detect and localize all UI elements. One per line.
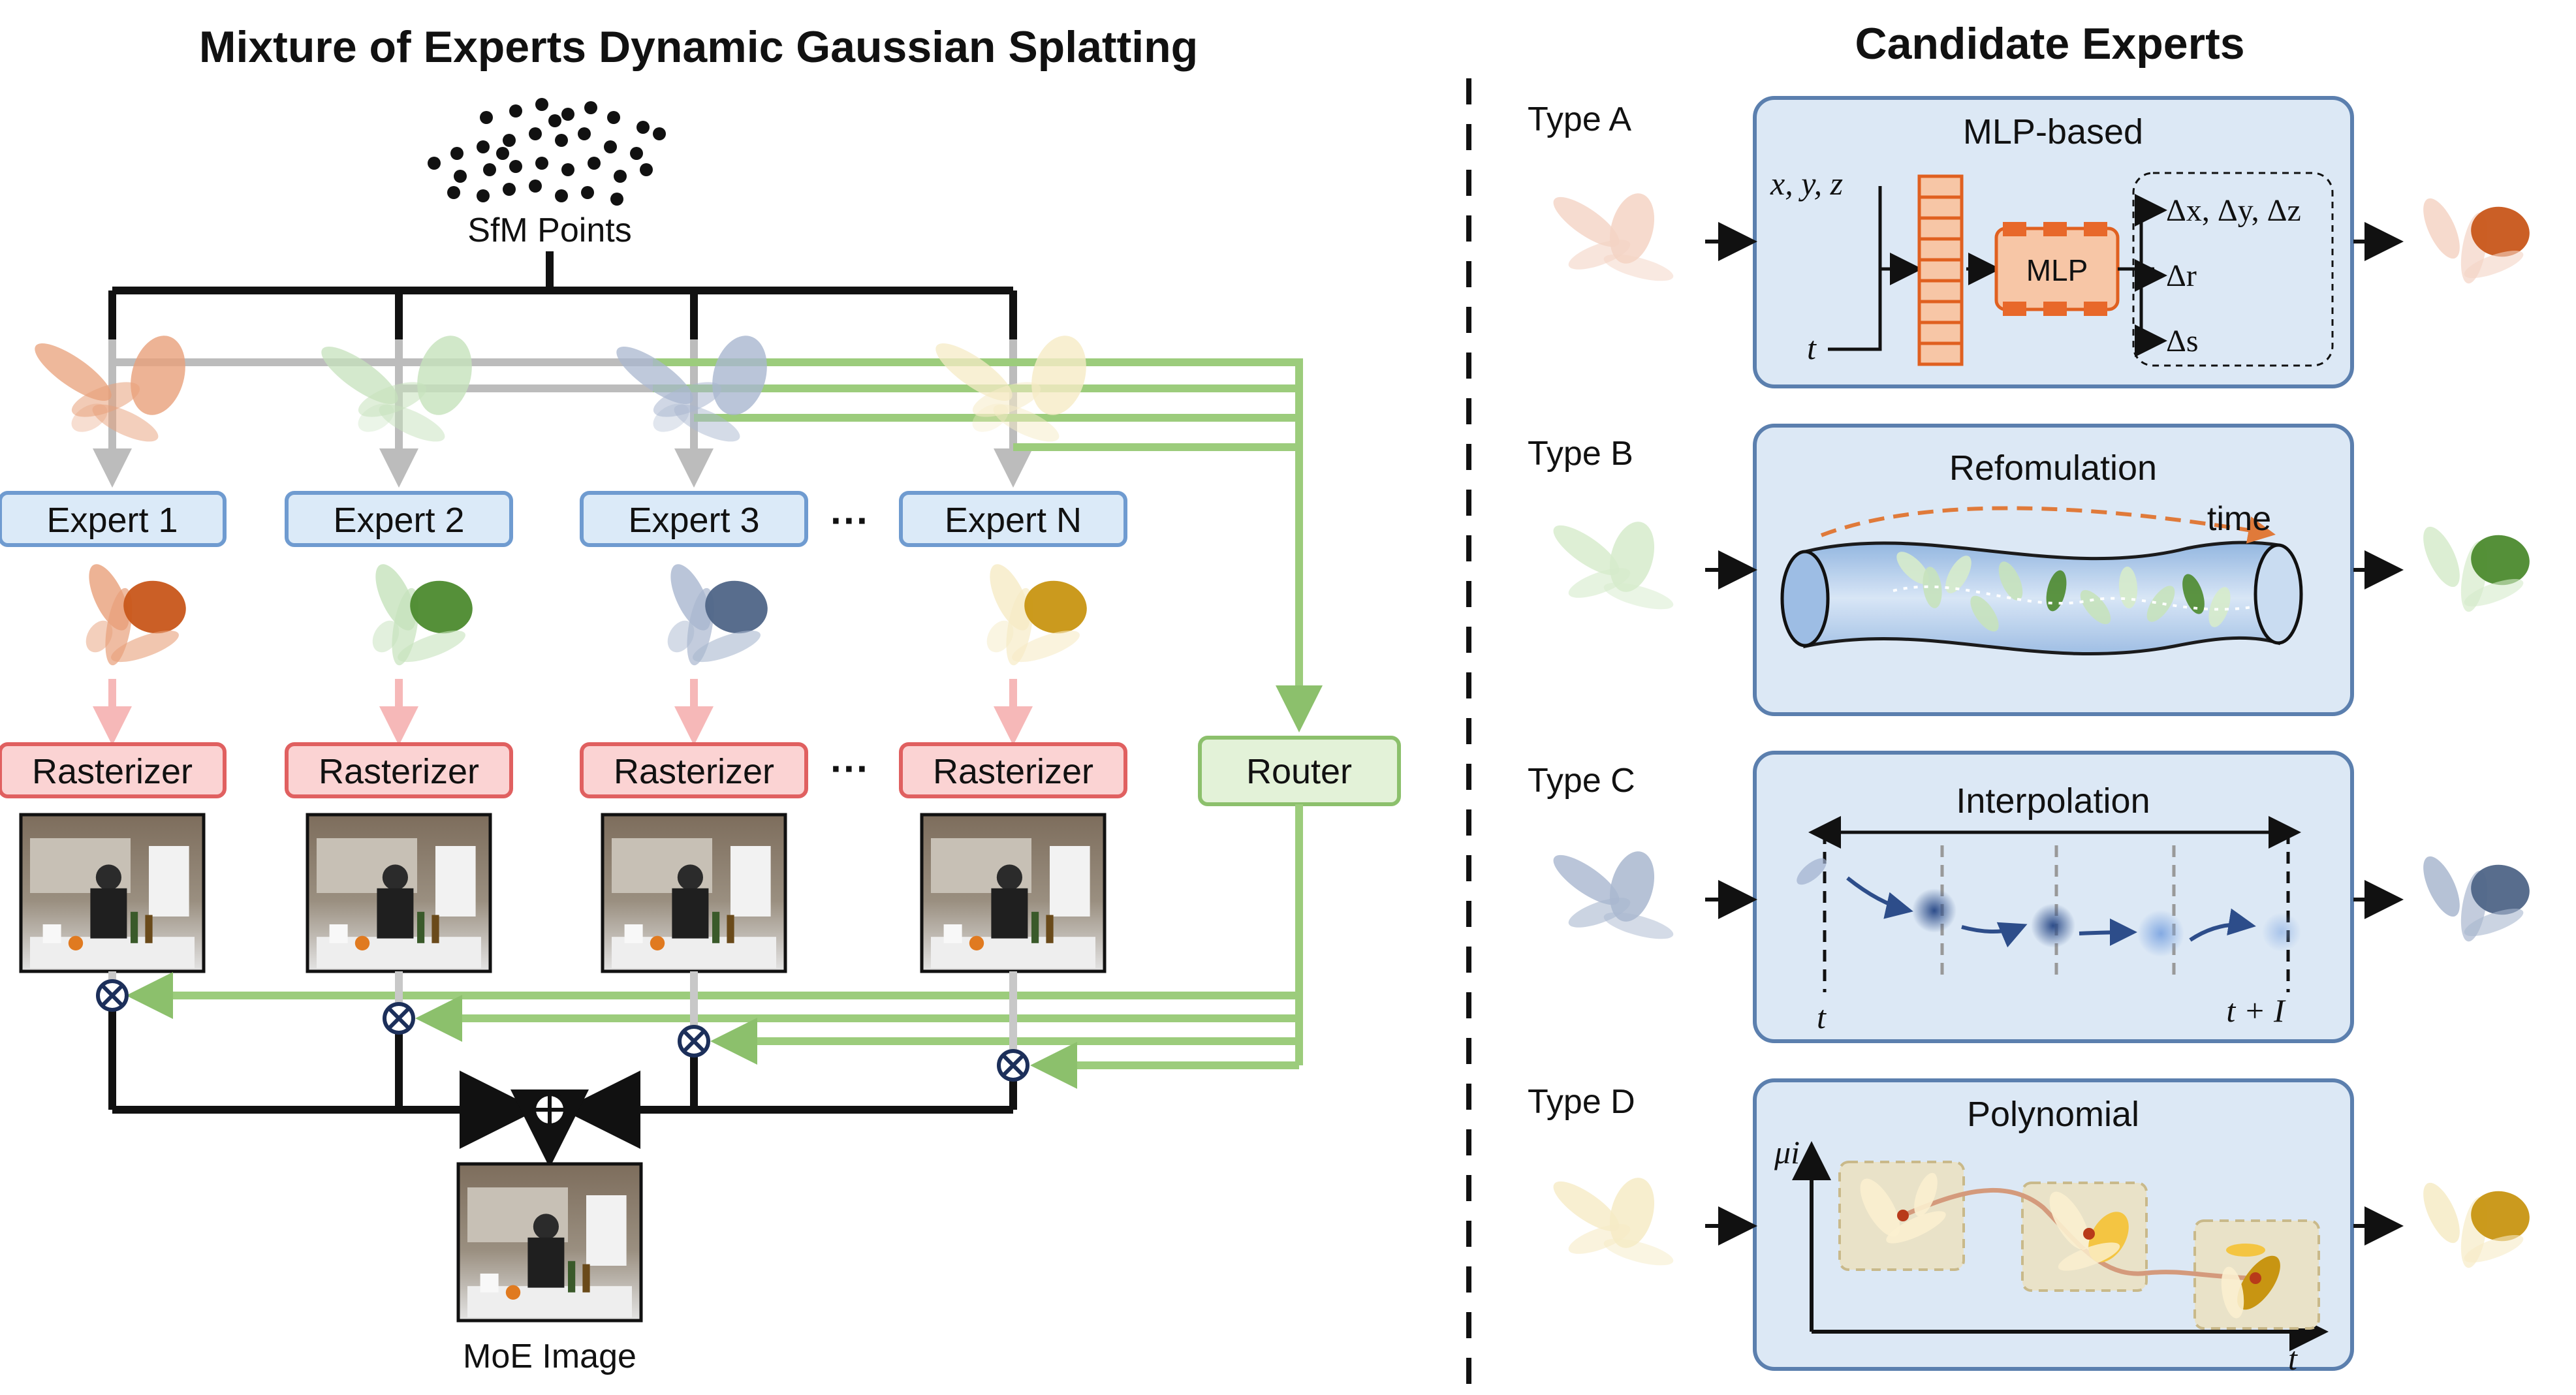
expert-label-4: Expert N [945,501,1082,540]
type-d-x-axis-label: t [2288,1340,2298,1377]
type-d-title: Polynomial [1967,1095,2139,1134]
deformed-gaussian-1 [80,559,190,668]
type-c-title: Interpolation [1956,781,2150,821]
type-b-time-label: time [2207,500,2271,538]
rasterizer-box-2: Rasterizer [287,744,511,796]
multiply-icon-4 [999,1051,1028,1080]
rasterizer-feed-lines [112,679,1013,738]
expert-box-3: Expert 3 [582,493,806,545]
deformed-gaussian-3 [662,559,772,668]
multiply-icon-3 [680,1027,708,1056]
expert-box-2: Expert 2 [287,493,511,545]
combination-lines [112,1009,1013,1152]
render-image-4 [922,815,1105,971]
rasterizer-label-1: Rasterizer [32,752,193,791]
multiply-icon-1 [98,981,127,1010]
expert-label-1: Expert 1 [46,501,178,540]
expert-box-1: Expert 1 [0,493,225,545]
left-title: Mixture of Experts Dynamic Gaussian Spla… [199,22,1198,72]
type-a-input-t: t [1807,330,1817,366]
sfm-points-label: SfM Points [467,212,631,249]
type-a-output-r: Δr [2166,259,2197,293]
expert-label-3: Expert 3 [628,501,759,540]
sfm-points-icon [428,98,666,206]
experts-ellipsis: ··· [830,499,870,542]
type-c-end-label: t + I [2226,992,2286,1029]
expert-label-2: Expert 2 [333,501,464,540]
rasterizer-box-1: Rasterizer [0,744,225,796]
render-image-2 [307,815,490,971]
mlp-block: MLP [1996,222,2118,316]
type-d-input-gaussians [1547,1173,1676,1271]
deformed-gaussian-2 [367,559,477,668]
type-a-title: MLP-based [1963,112,2143,151]
type-c-label: Type C [1528,762,1635,800]
type-c-input-gaussians [1547,847,1676,945]
router-label: Router [1246,752,1352,791]
type-b-label: Type B [1528,435,1633,473]
rasterizer-box-4: Rasterizer [901,744,1125,796]
router-box: Router [1200,738,1399,804]
moe-output-photo [458,1164,641,1321]
multiply-icon-2 [385,1004,413,1033]
render-image-1 [21,815,204,971]
type-a-input-xyz: x, y, z [1770,165,1843,202]
moe-output-image [458,1164,641,1321]
deformed-gaussians [80,559,1091,668]
type-b-title: Refomulation [1949,448,2157,488]
type-io-arrows [1705,242,2396,1226]
rasterizer-box-3: Rasterizer [582,744,806,796]
type-a-label: Type A [1528,101,1631,138]
mlp-label: MLP [2026,253,2088,287]
type-b-input-gaussians [1547,517,1676,615]
type-c-output-gaussians [2416,851,2534,943]
type-a-input-gaussians [1547,189,1676,287]
rasterizer-label-4: Rasterizer [933,752,1093,791]
deformed-gaussian-4 [981,559,1091,668]
type-d-label: Type D [1528,1083,1635,1121]
right-title: Candidate Experts [1855,19,2244,69]
rasterizer-label-2: Rasterizer [319,752,479,791]
distribution-lines [112,251,1013,339]
rasterizers-ellipsis: ··· [830,747,870,791]
sum-icon [534,1094,565,1125]
render-image-3 [603,815,785,971]
type-d-output-gaussians [2416,1178,2534,1270]
expert-box-4: Expert N [901,493,1125,545]
type-a-output-xyz: Δx, Δy, Δz [2166,193,2301,228]
rasterizer-label-3: Rasterizer [614,752,774,791]
moe-image-label: MoE Image [463,1338,636,1375]
type-a-output-gaussians [2416,193,2534,285]
type-d-y-axis-label: μi [1774,1134,1800,1170]
type-b-output-gaussians [2416,522,2534,614]
type-c-start-label: t [1817,999,1827,1035]
type-a-output-s: Δs [2166,324,2199,358]
